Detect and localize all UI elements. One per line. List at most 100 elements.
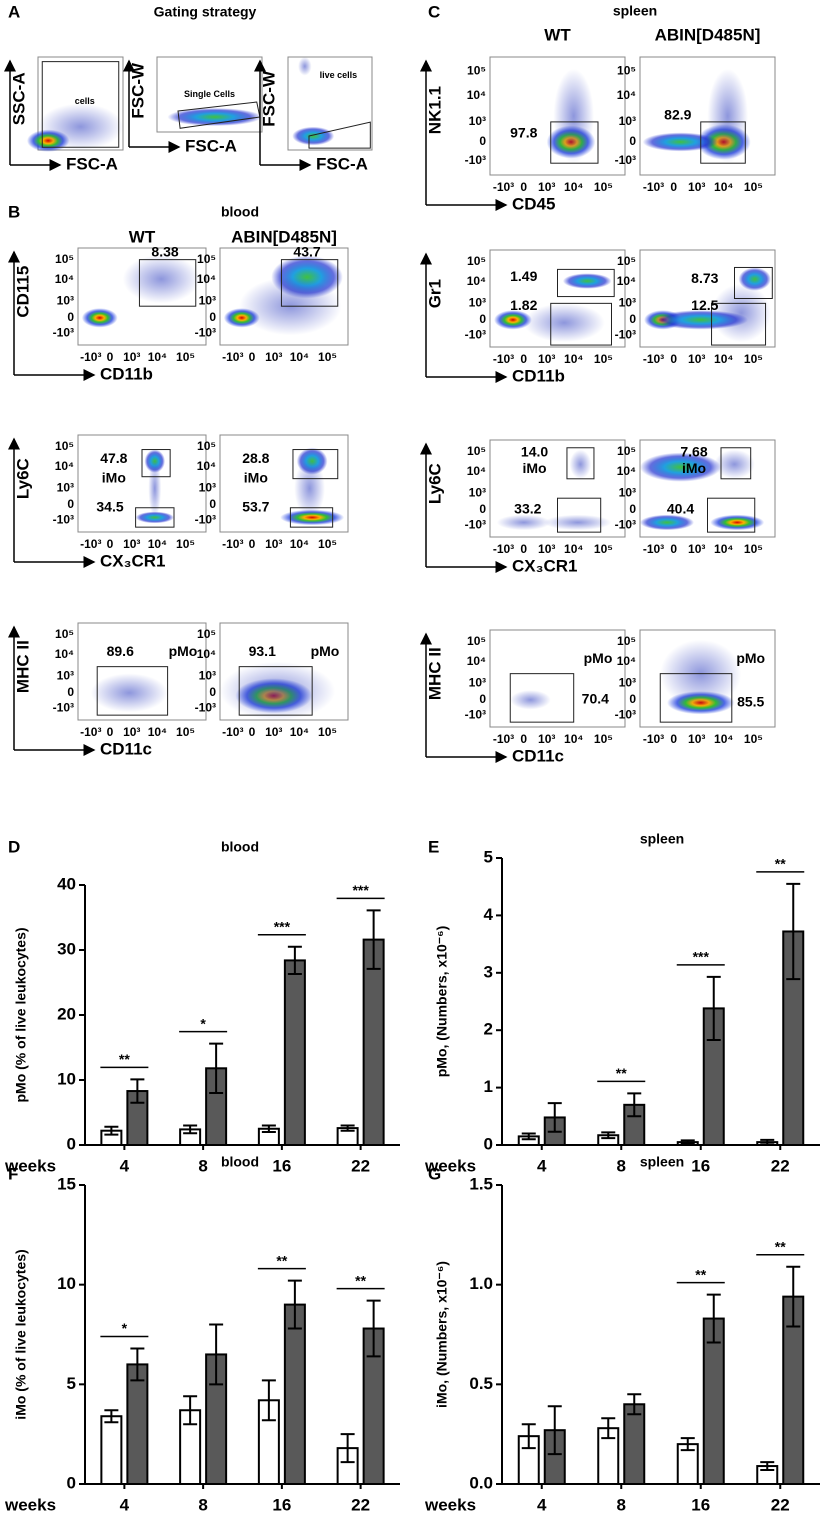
x-tick-label: 10³ [688, 542, 705, 556]
x-axis-label: CD45 [512, 194, 555, 213]
x-tick-label: 22 [771, 1495, 790, 1514]
x-tick-label: 10⁴ [290, 537, 309, 551]
x-tick-label: 16 [691, 1495, 710, 1514]
x-tick-label: 10⁵ [176, 725, 195, 739]
y-tick-label: 0 [67, 1134, 76, 1153]
error-bar [521, 1423, 536, 1450]
y-tick-label: 0 [209, 685, 216, 699]
y-axis-label: iMo (% of live leukocytes) [13, 1249, 29, 1419]
density [553, 68, 594, 164]
panel-letter: B [8, 202, 20, 221]
x-tick-label: 4 [120, 1495, 130, 1514]
x-tick-label: 10⁵ [594, 732, 613, 746]
x-axis-label: FSC-A [185, 136, 237, 155]
gate [566, 447, 595, 480]
y-tick-label: 10³ [619, 114, 636, 128]
y-tick-label: 0 [629, 502, 636, 516]
x-axis-label: FSC-A [66, 154, 118, 173]
bar [283, 959, 306, 1147]
chart-title: spleen [640, 1154, 684, 1170]
density [494, 310, 532, 330]
gate [135, 507, 175, 528]
x-tick-label: -10³ [493, 542, 514, 556]
gate-label: 89.6 [107, 643, 134, 659]
x-tick-label: 0 [249, 537, 256, 551]
y-tick-label: 0 [209, 497, 216, 511]
y-axis-label: SSC-A [9, 72, 28, 125]
y-tick-label: 10³ [199, 669, 216, 683]
density [544, 514, 612, 531]
panel-letter: F [8, 1164, 18, 1183]
gate-label: iMo [244, 469, 268, 485]
bar [362, 938, 385, 1146]
y-tick-label: 10³ [199, 294, 216, 308]
gate-label: 7.68 [680, 443, 707, 459]
density [562, 273, 612, 289]
significance-label: *** [693, 949, 710, 965]
gate [550, 302, 612, 346]
error-bar [340, 1433, 355, 1464]
x-tick-label: 0 [520, 732, 527, 746]
y-tick-label: -10³ [615, 328, 636, 342]
significance-label: *** [352, 882, 369, 898]
x-tick-label: -10³ [222, 350, 243, 364]
x-tick-label: -10³ [222, 537, 243, 551]
x-axis-label: weeks [424, 1495, 476, 1514]
x-tick-label: 8 [617, 1156, 626, 1175]
y-tick-label: 10⁴ [197, 459, 216, 473]
significance-label: * [122, 1320, 128, 1336]
error-bar [547, 1405, 562, 1456]
x-tick-label: 10³ [265, 725, 282, 739]
y-tick-label: 10⁵ [55, 439, 74, 453]
panel-title: spleen [613, 3, 657, 19]
y-tick-label: 2 [484, 1020, 493, 1039]
x-tick-label: 10³ [688, 352, 705, 366]
error-bar [104, 1125, 119, 1136]
x-tick-label: 10³ [123, 537, 140, 551]
density [280, 509, 345, 526]
error-bar [706, 975, 721, 1041]
error-bar [601, 1131, 616, 1140]
bar [126, 1363, 149, 1486]
gate-label: 70.4 [582, 691, 609, 707]
significance-label: ** [616, 1065, 627, 1081]
y-tick-label: -10³ [195, 326, 216, 340]
y-tick-label: 10⁵ [617, 444, 636, 458]
y-tick-label: -10³ [53, 513, 74, 527]
density [714, 449, 755, 479]
x-axis-label: CD11c [100, 739, 152, 758]
x-tick-label: -10³ [80, 537, 101, 551]
significance-label: ** [775, 856, 786, 872]
error-bar [521, 1132, 536, 1141]
x-tick-label: -10³ [493, 732, 514, 746]
y-tick-label: 10³ [619, 486, 636, 500]
y-tick-label: -10³ [195, 701, 216, 715]
x-tick-label: 0 [249, 725, 256, 739]
x-tick-label: 22 [351, 1495, 370, 1514]
gate-label: 82.9 [664, 107, 691, 123]
density [90, 673, 168, 713]
x-tick-label: 10⁵ [594, 352, 613, 366]
x-tick-label: 10⁴ [148, 537, 167, 551]
density [122, 254, 200, 304]
column-header: WT [129, 227, 156, 246]
y-tick-label: 10⁵ [617, 63, 636, 77]
gate [280, 259, 339, 307]
x-tick-label: 10⁴ [148, 350, 167, 364]
x-tick-label: 10⁴ [714, 180, 733, 194]
x-tick-label: 22 [351, 1156, 370, 1175]
density [148, 459, 162, 518]
error-bar [183, 1395, 198, 1426]
y-tick-label: 0 [67, 685, 74, 699]
x-tick-label: 10³ [538, 732, 555, 746]
y-tick-label: 10³ [57, 481, 74, 495]
error-bar [287, 945, 302, 976]
y-tick-label: 10³ [469, 296, 486, 310]
y-tick-label: 20 [57, 1004, 76, 1023]
gate [711, 302, 767, 346]
x-tick-label: 8 [617, 1495, 626, 1514]
gate [700, 121, 746, 164]
x-tick-label: 0 [520, 352, 527, 366]
gate-label: 1.49 [510, 268, 537, 284]
density [135, 511, 174, 524]
